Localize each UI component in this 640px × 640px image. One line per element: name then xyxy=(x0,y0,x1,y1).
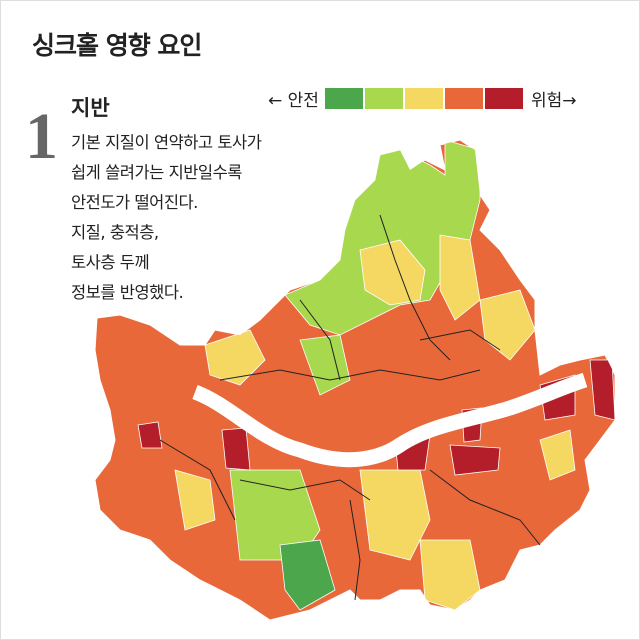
legend-swatch-2 xyxy=(364,88,403,109)
district-area xyxy=(439,234,481,321)
district-area xyxy=(479,289,536,361)
district-border xyxy=(429,469,541,546)
district-area xyxy=(359,239,426,306)
district-area xyxy=(221,427,251,471)
body-line: 토사층 두께 xyxy=(71,253,150,272)
legend: ← 안전 위험→ xyxy=(262,86,582,111)
district-area xyxy=(174,469,216,531)
legend-swatch-1 xyxy=(324,88,363,109)
body-line: 쉽게 쓸려가는 지반일수록 xyxy=(71,163,242,182)
district-area xyxy=(449,444,501,476)
section-heading: 지반 xyxy=(71,96,110,120)
han-river xyxy=(192,372,588,468)
section-number: 1 xyxy=(25,100,58,173)
district-area xyxy=(279,539,336,611)
district-border xyxy=(159,439,236,521)
body-line: 안전도가 떨어진다. xyxy=(71,193,198,212)
district-border xyxy=(349,499,361,601)
district-area xyxy=(539,429,576,481)
section-body: 기본 지질이 연약하고 토사가 쉽게 쓸려가는 지반일수록 안전도가 떨어진다.… xyxy=(71,128,262,308)
body-line: 기본 지질이 연약하고 토사가 xyxy=(71,133,262,152)
body-line: 정보를 반영했다. xyxy=(71,283,184,302)
body-line: 지질, 충적층, xyxy=(71,223,159,242)
district-area xyxy=(589,359,615,421)
legend-safe-label: ← 안전 xyxy=(268,91,319,111)
district-border xyxy=(239,479,371,501)
district-area xyxy=(419,539,481,611)
page-title: 싱크홀 영향 요인 xyxy=(32,31,202,60)
district-border xyxy=(419,329,501,351)
district-area xyxy=(137,421,163,449)
legend-danger-label: 위험→ xyxy=(530,91,577,111)
district-border xyxy=(219,369,481,381)
legend-swatch-5 xyxy=(484,88,523,109)
district-border xyxy=(299,299,341,381)
district-border xyxy=(379,214,451,361)
legend-swatch-4 xyxy=(444,88,483,109)
legend-swatch-3 xyxy=(404,88,443,109)
